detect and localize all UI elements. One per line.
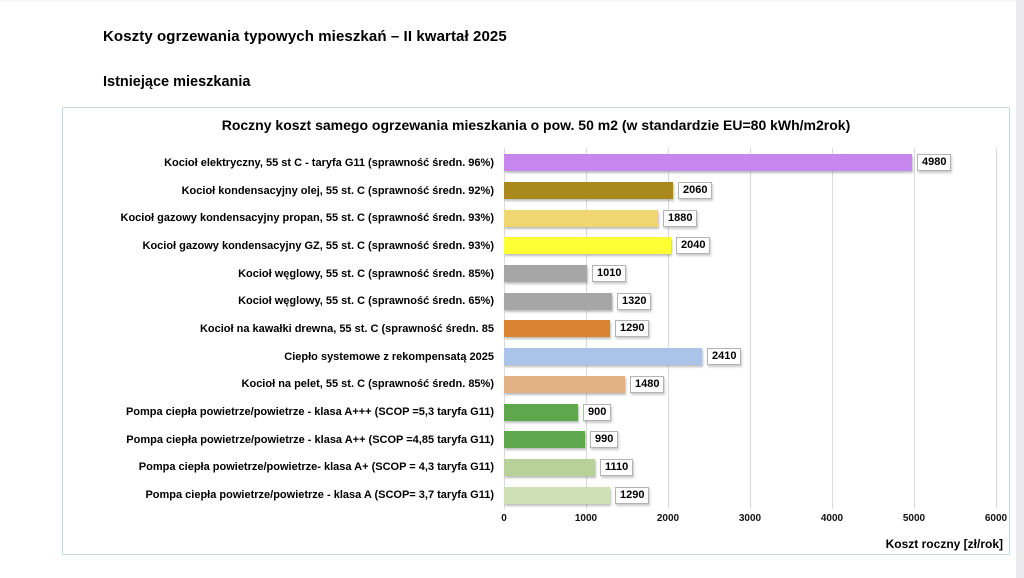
category-label: Kocioł gazowy kondensacyjny GZ, 55 st. C… (142, 239, 495, 252)
bar-row: Pompa ciepła powietrze/powietrze - klasa… (63, 426, 1009, 454)
bar-row: Ciepło systemowe z rekompensatą 2025 2410 (63, 343, 1009, 371)
category-label: Pompa ciepła powietrze/powietrze - klasa… (126, 433, 494, 446)
bar (504, 403, 578, 421)
value-label: 2040 (676, 237, 711, 255)
right-edge-band (1016, 0, 1024, 578)
bar-row: Kocioł na pelet, 55 st. C (sprawność śre… (63, 371, 1009, 399)
bar-row: Kocioł gazowy kondensacyjny GZ, 55 st. C… (63, 232, 1009, 260)
value-label: 1010 (592, 265, 627, 283)
bar (504, 182, 673, 200)
value-label: 900 (583, 403, 612, 421)
bar-row: Pompa ciepła powietrze/powietrze - klasa… (63, 398, 1009, 426)
x-axis-label: Koszt roczny [zł/rok] (885, 537, 1003, 551)
bar-row: Kocioł węglowy, 55 st. C (sprawność śred… (63, 260, 1009, 288)
gridline (996, 148, 997, 509)
bar-row: Kocioł elektryczny, 55 st C - taryfa G11… (63, 149, 1009, 177)
category-label: Kocioł węglowy, 55 st. C (sprawność śred… (238, 267, 494, 280)
chart-title: Roczny koszt samego ogrzewania mieszkani… (221, 117, 851, 133)
category-label: Pompa ciepła powietrze/powietrze - klasa… (125, 406, 494, 419)
x-tick-label: 1000 (574, 513, 598, 524)
bar-track: 2040 (504, 237, 1009, 255)
bar-track: 1010 (504, 265, 1009, 283)
bar (504, 209, 658, 227)
bar-track: 1880 (504, 209, 1009, 227)
x-tick-label: 5000 (902, 513, 926, 524)
value-label: 4980 (917, 154, 952, 172)
bar-track: 990 (504, 431, 1009, 449)
value-label: 1290 (615, 486, 650, 504)
gridline (668, 148, 669, 509)
bar (504, 486, 610, 504)
x-tick-label: 6000 (984, 513, 1008, 524)
bar-track: 1110 (504, 458, 1009, 476)
bar (504, 431, 585, 449)
bar-track: 2060 (504, 182, 1009, 200)
bar-track: 1290 (504, 320, 1009, 338)
x-tick-label: 0 (501, 513, 507, 524)
category-label: Kocioł elektryczny, 55 st C - taryfa G11… (164, 156, 494, 169)
bar-rows: Kocioł elektryczny, 55 st C - taryfa G11… (63, 149, 1009, 509)
category-label: Pompa ciepła powietrze/powietrze - klasa… (145, 489, 494, 502)
bar (504, 154, 912, 172)
bar-track: 1290 (504, 486, 1009, 504)
gridline (914, 148, 915, 509)
chart-box: Roczny koszt samego ogrzewania mieszkani… (62, 107, 1010, 555)
category-label: Pompa ciepła powietrze/powietrze- klasa … (138, 461, 494, 474)
bar-track: 2410 (504, 348, 1009, 366)
bar-row: Kocioł kondensacyjny olej, 55 st. C (spr… (63, 177, 1009, 205)
value-label: 1110 (600, 458, 634, 476)
value-label: 1480 (630, 375, 665, 393)
bar (504, 265, 587, 283)
page-title: Koszty ogrzewania typowych mieszkań – II… (103, 28, 507, 45)
bar-track: 1480 (504, 375, 1009, 393)
bar-track: 1320 (504, 292, 1009, 310)
bar-row: Pompa ciepła powietrze/powietrze - klasa… (63, 481, 1009, 509)
category-label: Kocioł na pelet, 55 st. C (sprawność śre… (241, 378, 494, 391)
value-label: 2060 (678, 182, 713, 200)
page-subtitle: Istniejące mieszkania (103, 74, 251, 90)
bar-track: 900 (504, 403, 1009, 421)
bar (504, 375, 625, 393)
gridline (750, 148, 751, 509)
bar-row: Kocioł węglowy, 55 st. C (sprawność śred… (63, 287, 1009, 315)
value-label: 1880 (663, 209, 698, 227)
x-tick-label: 4000 (820, 513, 844, 524)
bar (504, 292, 612, 310)
category-label: Kocioł gazowy kondensacyjny propan, 55 s… (120, 212, 495, 225)
value-label: 2410 (707, 348, 742, 366)
bar (504, 458, 595, 476)
bar-row: Kocioł na kawałki drewna, 55 st. C (spra… (63, 315, 1009, 343)
value-label: 1320 (617, 292, 652, 310)
bar-row: Kocioł gazowy kondensacyjny propan, 55 s… (63, 204, 1009, 232)
category-label: Kocioł kondensacyjny olej, 55 st. C (spr… (181, 184, 494, 197)
top-edge-strip (0, 0, 1024, 2)
category-label: Kocioł na kawałki drewna, 55 st. C (spra… (199, 322, 494, 335)
category-label: Ciepło systemowe z rekompensatą 2025 (284, 350, 494, 363)
value-label: 1290 (615, 320, 650, 338)
gridline (832, 148, 833, 509)
value-label: 990 (590, 431, 619, 449)
x-tick-label: 2000 (656, 513, 680, 524)
category-label: Kocioł węglowy, 55 st. C (sprawność śred… (238, 295, 494, 308)
bar-row: Pompa ciepła powietrze/powietrze- klasa … (63, 454, 1009, 482)
bar (504, 348, 702, 366)
x-tick-label: 3000 (738, 513, 762, 524)
bar-track: 4980 (504, 154, 1009, 172)
bar (504, 237, 671, 255)
bar (504, 320, 610, 338)
